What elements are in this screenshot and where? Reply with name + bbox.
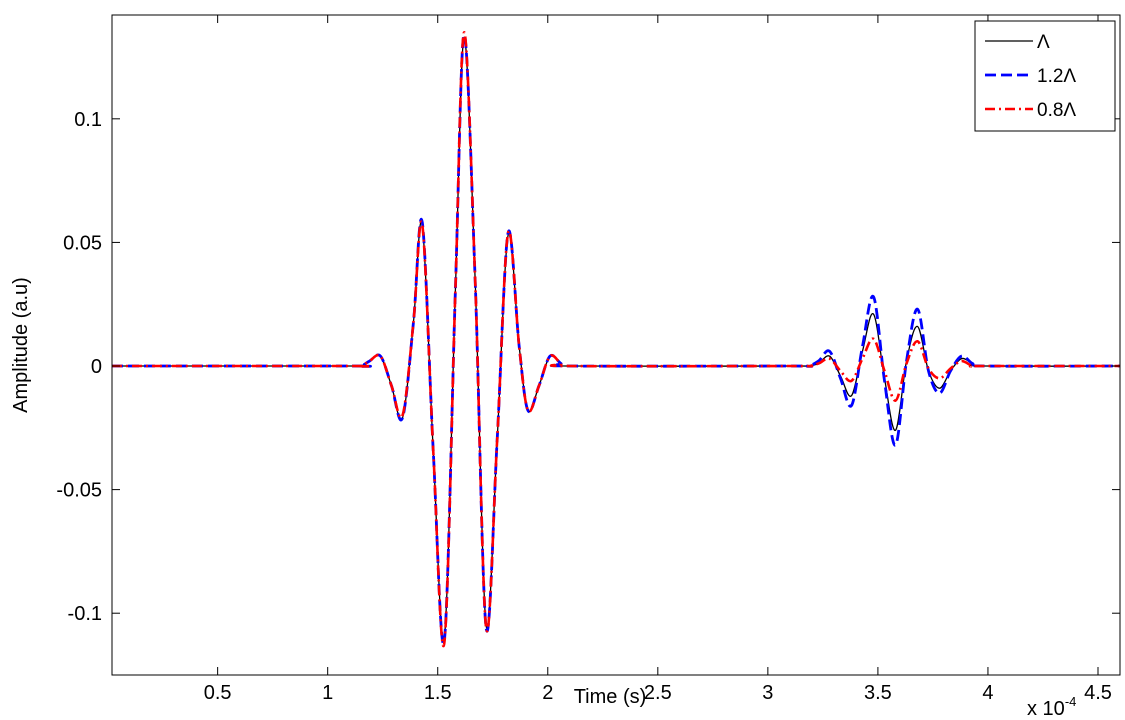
plot-lines bbox=[111, 30, 1121, 648]
x-tick-label: 0.5 bbox=[204, 682, 232, 704]
x-tick-label: 4 bbox=[982, 682, 993, 704]
legend-box bbox=[974, 20, 1116, 132]
x-axis-multiplier-exponent: -4 bbox=[1065, 694, 1077, 709]
y-tick-label: 0 bbox=[91, 356, 102, 378]
y-tick-label: -0.05 bbox=[56, 480, 102, 502]
y-axis-title: Amplitude (a.u) bbox=[10, 277, 32, 413]
axis-tick-labels: 0.5 1 1.5 2 2.5 3 3.5 4 4.5 -0.1 -0.05 0 0.05 0.1 bbox=[56, 109, 1111, 704]
legend-label: Λ bbox=[1037, 32, 1050, 53]
plot-frame bbox=[111, 14, 1121, 676]
x-axis-multiplier: x 10-4 bbox=[1027, 694, 1076, 720]
legend: Λ 1.2Λ 0.8Λ bbox=[974, 20, 1116, 132]
legend-label: 1.2Λ bbox=[1037, 66, 1076, 87]
x-tick-label: 3.5 bbox=[864, 682, 892, 704]
x-tick-label: 2 bbox=[542, 682, 553, 704]
x-tick-label: 1.5 bbox=[424, 682, 452, 704]
y-tick-label: -0.1 bbox=[68, 603, 102, 625]
y-tick-label: 0.05 bbox=[63, 232, 102, 254]
x-tick-label: 1 bbox=[322, 682, 333, 704]
y-tick-label: 0.1 bbox=[74, 109, 102, 131]
x-tick-label: 2.5 bbox=[644, 682, 672, 704]
x-axis-title: Time (s) bbox=[574, 686, 647, 708]
x-tick-label: 4.5 bbox=[1084, 682, 1112, 704]
legend-label: 0.8Λ bbox=[1037, 100, 1076, 121]
x-axis-multiplier-base: x 10 bbox=[1027, 698, 1065, 720]
x-tick-label: 3 bbox=[762, 682, 773, 704]
series-line-2 bbox=[111, 30, 1120, 648]
